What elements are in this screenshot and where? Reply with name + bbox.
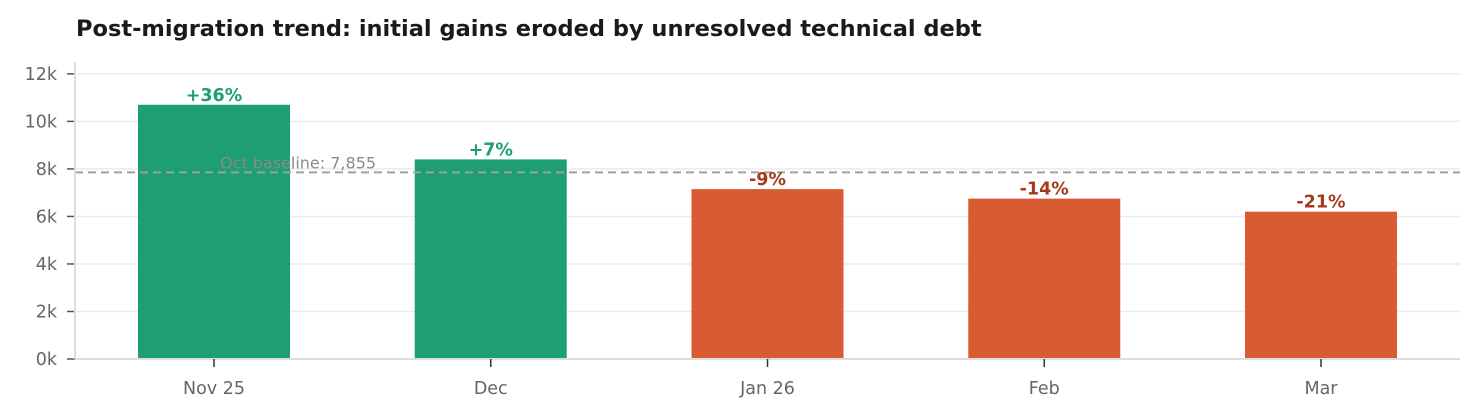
axes: 0k 2k 4k 6k 8k 10k 12k Nov 25 Dec Jan 26 Feb Mar	[25, 62, 1460, 399]
bar	[691, 189, 844, 359]
baseline: Oct baseline: 7,855	[75, 153, 1460, 174]
bar	[138, 104, 290, 359]
y-tick-label: 0k	[36, 350, 58, 370]
bar-data-label: -14%	[1020, 180, 1069, 200]
y-tick-label: 8k	[36, 160, 58, 180]
x-tick-label: Jan 26	[739, 379, 795, 399]
x-tick-label: Mar	[1304, 379, 1338, 399]
bar-data-label: -21%	[1296, 193, 1345, 213]
bar	[968, 198, 1121, 359]
x-tick-label: Feb	[1029, 379, 1060, 399]
x-tick-label: Nov 25	[183, 379, 245, 399]
bar-data-label: +36%	[186, 86, 243, 106]
bar-data-label: -9%	[749, 170, 786, 190]
bars	[138, 104, 1397, 359]
chart-title: Post-migration trend: initial gains erod…	[76, 16, 982, 42]
y-tick-label: 6k	[36, 207, 58, 227]
baseline-label: Oct baseline: 7,855	[220, 153, 376, 172]
y-tick-label: 10k	[25, 112, 58, 132]
bar	[1245, 211, 1397, 359]
y-tick-label: 12k	[25, 65, 58, 85]
y-tick-label: 2k	[36, 302, 58, 322]
labels: +36% +7% -9% -14% -21%	[186, 86, 1346, 213]
bar	[414, 159, 567, 359]
y-tick-label: 4k	[36, 255, 58, 275]
x-tick-label: Dec	[474, 379, 508, 399]
bar-data-label: +7%	[469, 140, 513, 160]
